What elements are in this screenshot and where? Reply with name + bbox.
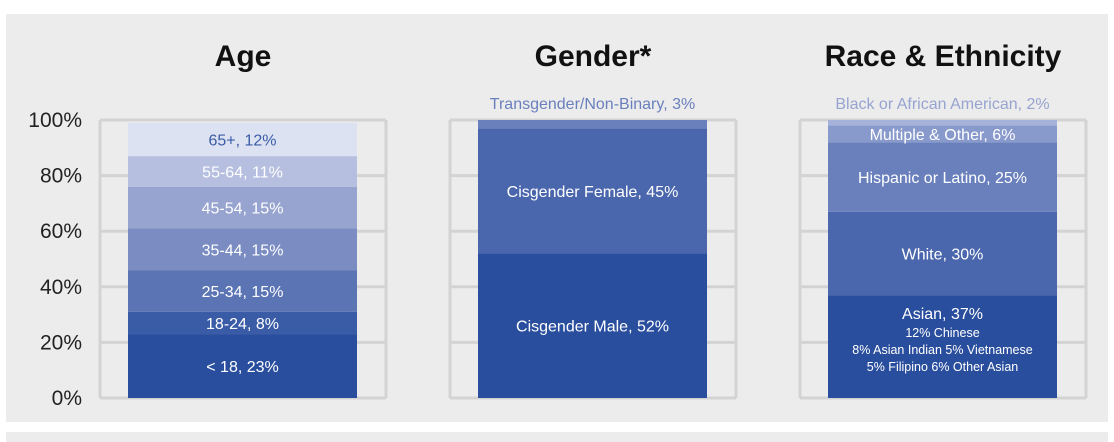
panel-1: Gender* Cisgender Male, 52% Cisgender Fema…: [448, 40, 738, 400]
segment-label: 25-34, 15%: [202, 284, 284, 301]
bar-segment: [128, 186, 357, 229]
segment-label: Multiple & Other, 6%: [870, 127, 1016, 144]
bar-segment: [828, 125, 1057, 143]
panel-0: Age < 18, 23% 18-24, 8% 25-34, 15% 35-44, 15…: [98, 40, 388, 400]
segment-label: Cisgender Female, 45%: [507, 184, 679, 201]
y-tick-label: 0%: [52, 387, 82, 410]
segment-sublabel: 12% Chinese: [905, 326, 979, 340]
bar-segment: [128, 122, 357, 157]
panel-title: Race & Ethnicity: [825, 40, 1062, 73]
y-tick-label: 40%: [40, 276, 82, 299]
bar-segment: [128, 334, 357, 398]
segment-sublabel: 5% Filipino 6% Other Asian: [867, 360, 1019, 374]
bar-segment: [828, 295, 1057, 398]
bar-segment: [128, 228, 357, 271]
bar-segment: [478, 253, 707, 398]
bar-segment: [478, 128, 707, 254]
segment-label: Transgender/Non-Binary, 3%: [490, 96, 695, 113]
bar-segment: [128, 270, 357, 312]
panel-title: Gender*: [535, 40, 652, 73]
segment-label: Hispanic or Latino, 25%: [858, 170, 1027, 187]
y-tick-label: 80%: [40, 165, 82, 188]
panel-2: Race & Ethnicity Asian, 37% 12% Chinese 8% …: [798, 40, 1088, 400]
bar-segment: [128, 311, 357, 335]
segment-label: Black or African American, 2%: [835, 96, 1049, 113]
segment-sublabel: 8% Asian Indian 5% Vietnamese: [852, 343, 1032, 357]
bar-segment: [128, 156, 357, 187]
segment-label: 35-44, 15%: [202, 242, 284, 259]
bar-segment: [478, 120, 707, 129]
panel-title: Age: [215, 40, 272, 73]
y-tick-label: 60%: [40, 220, 82, 243]
segment-label: 65+, 12%: [208, 132, 276, 149]
footer-band: [6, 432, 1108, 442]
bar-segment: [828, 142, 1057, 212]
segment-label: < 18, 23%: [206, 359, 279, 376]
segment-label: 55-64, 11%: [202, 164, 283, 181]
bar-segment: [828, 120, 1057, 126]
bar-segment: [828, 211, 1057, 296]
y-tick-label: 20%: [40, 331, 82, 354]
segment-label: 18-24, 8%: [206, 316, 279, 333]
segment-label: 45-54, 15%: [202, 201, 284, 218]
segment-label: Cisgender Male, 52%: [516, 319, 669, 336]
segment-label: Asian, 37%: [902, 306, 983, 323]
y-tick-label: 100%: [28, 109, 82, 132]
segment-label: White, 30%: [902, 246, 984, 263]
